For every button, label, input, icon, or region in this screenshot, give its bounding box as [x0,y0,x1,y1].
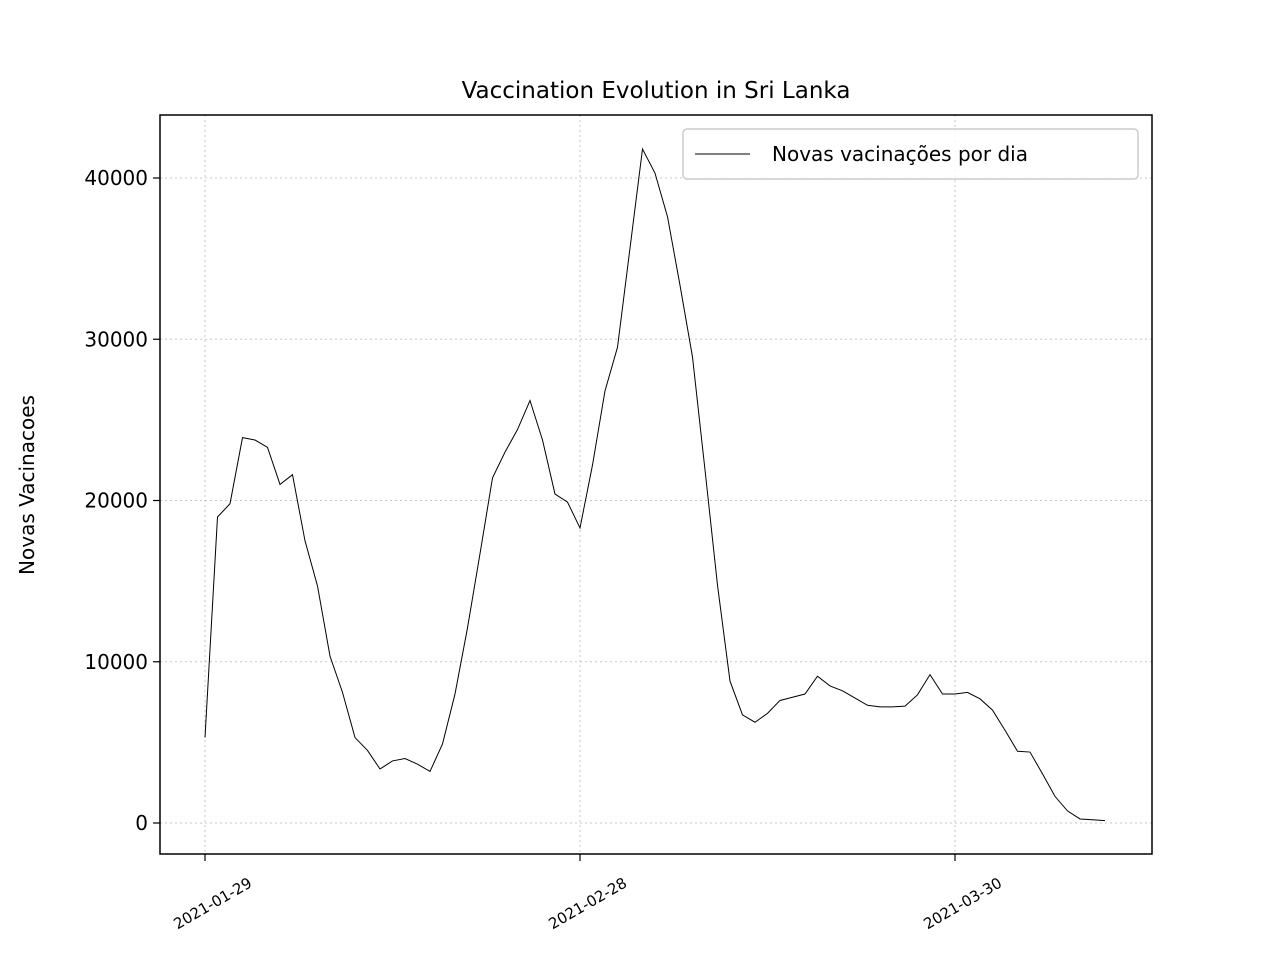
chart-title: Vaccination Evolution in Sri Lanka [462,78,851,104]
legend-label: Novas vacinações por dia [772,142,1028,166]
y-tick-label: 10000 [84,650,148,674]
y-tick-label: 30000 [84,327,148,351]
y-tick-label: 0 [135,811,148,835]
y-tick-label: 40000 [84,166,148,190]
legend-box [682,128,1139,180]
plot-frame [159,114,1153,855]
y-tick-label: 20000 [84,489,148,513]
y-axis-label: Novas Vacinacoes [15,395,39,575]
data-line [204,147,1106,822]
